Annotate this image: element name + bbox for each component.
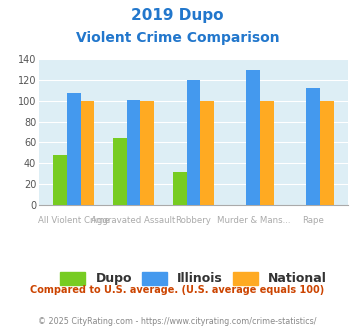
Text: Robbery: Robbery [175, 216, 212, 225]
Bar [141, 101, 154, 205]
Text: © 2025 CityRating.com - https://www.cityrating.com/crime-statistics/: © 2025 CityRating.com - https://www.city… [38, 317, 317, 326]
Text: Aggravated Assault: Aggravated Assault [92, 216, 176, 225]
Bar [246, 70, 260, 205]
Bar [306, 88, 320, 205]
Bar [81, 101, 94, 205]
Text: Rape: Rape [302, 216, 324, 225]
Bar [260, 101, 274, 205]
Bar [127, 100, 141, 205]
Text: 2019 Dupo: 2019 Dupo [131, 8, 224, 23]
Bar [113, 138, 127, 205]
Bar [200, 101, 214, 205]
Text: All Violent Crime: All Violent Crime [38, 216, 110, 225]
Bar [320, 101, 334, 205]
Legend: Dupo, Illinois, National: Dupo, Illinois, National [60, 272, 327, 285]
Text: Compared to U.S. average. (U.S. average equals 100): Compared to U.S. average. (U.S. average … [31, 285, 324, 295]
Bar [173, 173, 187, 205]
Text: Violent Crime Comparison: Violent Crime Comparison [76, 31, 279, 45]
Bar [53, 155, 67, 205]
Text: Murder & Mans...: Murder & Mans... [217, 216, 290, 225]
Bar [187, 80, 200, 205]
Bar [67, 93, 81, 205]
